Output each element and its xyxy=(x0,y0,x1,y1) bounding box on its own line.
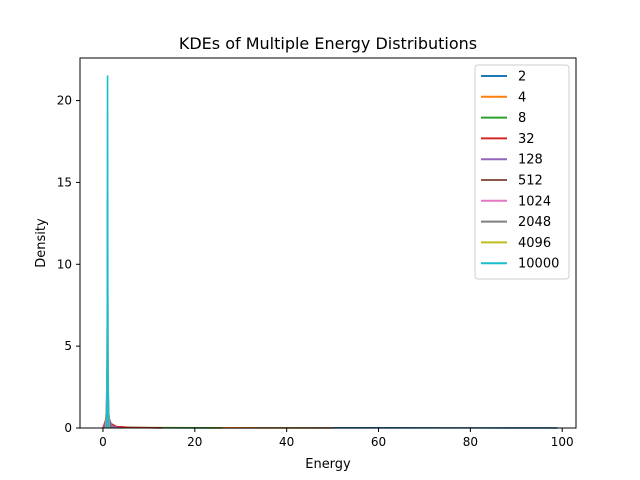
x-tick-label: 20 xyxy=(187,435,202,449)
legend-label: 10000 xyxy=(518,257,559,272)
legend-label: 128 xyxy=(518,153,543,168)
plot-frame xyxy=(79,57,577,429)
x-axis: 0 20 40 60 80 100 xyxy=(99,428,574,449)
legend-label: 4 xyxy=(518,90,526,105)
y-axis-label: Density xyxy=(34,218,49,268)
chart-title: KDEs of Multiple Energy Distributions xyxy=(179,34,477,53)
y-tick-label: 0 xyxy=(64,421,72,435)
legend: 2 4 8 32 128 512 1024 2048 4096 10000 xyxy=(474,64,570,280)
legend-label: 2 xyxy=(518,70,526,85)
legend-label: 2048 xyxy=(518,215,551,230)
y-tick-label: 20 xyxy=(57,94,72,108)
x-tick-label: 0 xyxy=(99,435,107,449)
x-tick-label: 80 xyxy=(463,435,478,449)
legend-label: 1024 xyxy=(518,194,551,209)
x-tick-label: 60 xyxy=(371,435,386,449)
y-tick-label: 15 xyxy=(57,175,72,189)
legend-label: 4096 xyxy=(518,236,551,251)
y-tick-label: 5 xyxy=(64,339,72,353)
y-tick-label: 10 xyxy=(57,257,72,271)
y-axis: 0 5 10 15 20 xyxy=(57,94,80,435)
legend-label: 8 xyxy=(518,111,526,126)
legend-label: 512 xyxy=(518,174,543,189)
x-axis-label: Energy xyxy=(305,457,351,472)
series-line-10000 xyxy=(105,75,110,429)
legend-label: 32 xyxy=(518,132,535,147)
x-tick-label: 40 xyxy=(279,435,294,449)
x-tick-label: 100 xyxy=(551,435,574,449)
